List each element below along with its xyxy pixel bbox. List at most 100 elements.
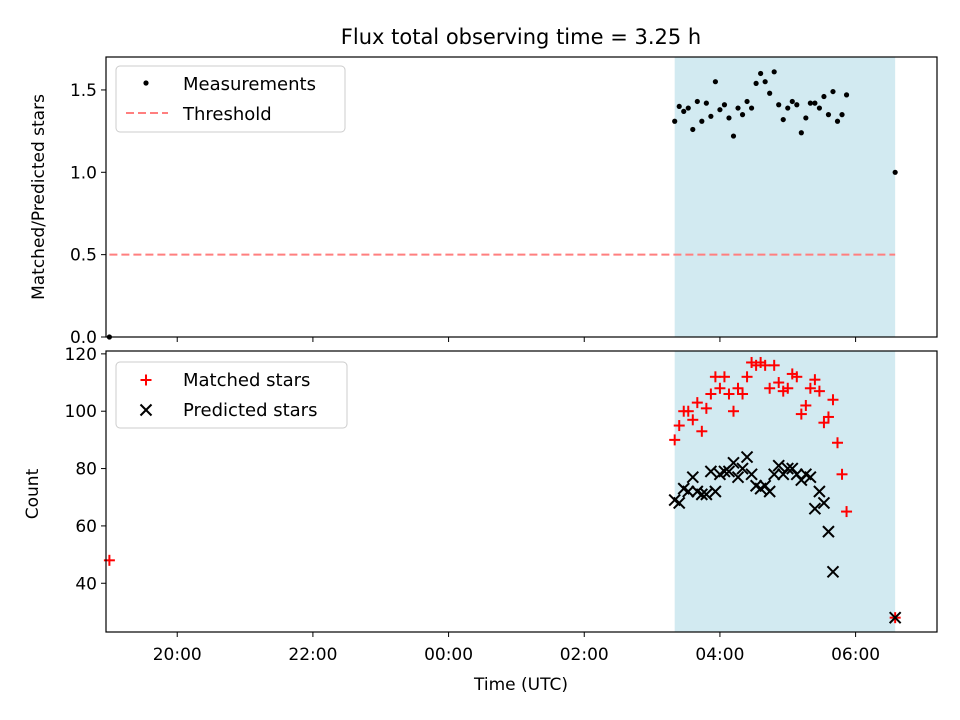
observing-window-shade (674, 57, 896, 337)
matched-star-point (827, 394, 839, 406)
matched-star-point (836, 468, 848, 480)
measurements-legend-label: Measurements (183, 74, 316, 95)
measurement-point (776, 102, 782, 108)
matched-star-point (673, 420, 685, 432)
measurement-point (843, 92, 850, 98)
measurement-point (703, 100, 709, 106)
matched-star-point (691, 397, 703, 409)
bottom-x-tick-label: 20:00 (153, 645, 202, 665)
measurement-point (672, 118, 678, 124)
predicted-star-point (686, 470, 699, 484)
top-panel: 0.0 0.5 1.0 1.5 Matched/Predicted stars Mea… (29, 56, 938, 348)
predicted-star-point (709, 485, 722, 498)
measurement-point (708, 113, 714, 119)
matched-star-point (800, 399, 812, 411)
measurement-point (785, 105, 791, 111)
measurement-point (712, 79, 719, 85)
measurement-point (803, 115, 809, 121)
bottom-legend: Matched stars Predicted stars (115, 361, 348, 429)
matched-star-point (696, 425, 708, 437)
matched-star-point (700, 402, 712, 414)
predicted-legend-marker (139, 403, 153, 417)
matched-star-point (669, 434, 681, 446)
predicted-star-point (767, 468, 781, 481)
top-legend-box (115, 65, 346, 133)
predicted-legend-glyph (139, 403, 153, 417)
predicted-star-point (804, 470, 817, 484)
top-y-axis-label: Matched/Predicted stars (29, 94, 49, 300)
matched-star-point (687, 414, 699, 426)
measurement-point (807, 100, 813, 106)
predicted-star-point (822, 525, 835, 538)
predicted-star-point (695, 488, 709, 501)
top-axes-frame (105, 56, 938, 338)
matched-star-point (809, 374, 821, 386)
predicted-star-point (682, 485, 695, 498)
measurement-point (690, 126, 696, 133)
measurement-point (762, 79, 768, 85)
matched-star-point (791, 371, 803, 383)
predicted-star-point (826, 565, 840, 578)
matched-star-point (705, 388, 717, 400)
measurement-point (834, 118, 841, 124)
measurement-point (726, 115, 732, 121)
predicted-star-point (888, 611, 902, 624)
top-y-tick-label: 0.5 (70, 246, 97, 266)
measurement-point (830, 88, 836, 95)
measurement-point (825, 112, 832, 118)
measurement-point (821, 93, 827, 100)
measurement-point (744, 98, 750, 105)
matched-star-point (768, 359, 780, 371)
matched-star-point (832, 437, 844, 449)
predicted-star-point (817, 496, 831, 510)
matched-star-point (804, 382, 816, 394)
measurement-point (839, 112, 845, 118)
measurement-point (735, 105, 741, 111)
matched-star-point (718, 371, 730, 383)
matched-star-point (822, 411, 834, 423)
matched-star-point (723, 388, 735, 400)
matched-star-point (841, 506, 853, 518)
measurement-point (694, 98, 700, 105)
predicted-star-point (722, 465, 736, 478)
bottom-y-axis-label: Count (23, 468, 43, 519)
matched-star-point (741, 371, 753, 383)
bottom-axes-frame (105, 350, 938, 633)
matched-star-point (813, 385, 825, 397)
matched-legend-glyph (140, 374, 152, 386)
matched-star-point (795, 408, 807, 420)
matched-star-point (782, 382, 794, 394)
bottom-x-tick-label: 22:00 (288, 645, 337, 665)
bottom-x-tick-label: 02:00 (560, 645, 609, 665)
measurement-point (721, 102, 728, 108)
measurement-point (730, 133, 737, 139)
chart-title: Flux total observing time = 3.25 h (341, 25, 701, 49)
top-y-tick-label: 0.0 (70, 328, 97, 348)
measurement-point (717, 107, 723, 113)
bottom-x-tick-label: 06:00 (831, 645, 880, 665)
predicted-star-point (700, 488, 713, 501)
measurement-point (676, 103, 682, 110)
matched-star-point (727, 405, 739, 417)
matched-star-point (737, 388, 749, 400)
measurement-point (789, 98, 795, 105)
measurement-point (681, 108, 687, 114)
bottom-y-tick-label: 120 (65, 345, 97, 365)
threshold-legend-label: Threshold (182, 104, 272, 125)
bottom-y-tick-label: 100 (65, 402, 97, 422)
matched-star-point (682, 405, 694, 417)
top-legend: Measurements Threshold (115, 65, 346, 133)
measurement-point (771, 69, 777, 75)
predicted-star-point (813, 485, 826, 498)
x-axis-label: Time (UTC) (473, 675, 568, 695)
matched-star-point (818, 417, 830, 429)
measurement-point (685, 105, 691, 111)
predicted-star-point (781, 462, 794, 475)
predicted-star-point (740, 450, 754, 464)
measurement-point (748, 105, 755, 111)
top-y-tick-label: 1.0 (70, 163, 97, 183)
measurement-point (753, 80, 759, 86)
measurement-point (816, 105, 823, 111)
bottom-x-tick-label: 00:00 (424, 645, 473, 665)
